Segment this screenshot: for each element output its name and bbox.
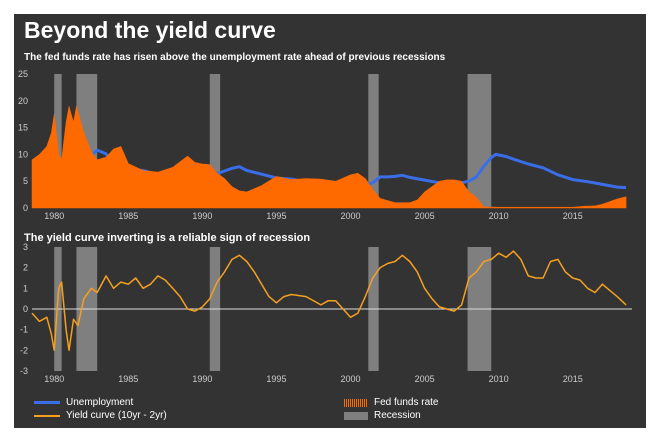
legend-label-fed-funds: Fed funds rate (374, 397, 439, 408)
legend-item-unemployment: Unemployment (34, 397, 133, 408)
top-x-tick-label: 2000 (341, 211, 361, 221)
legend: Unemployment Yield curve (10yr - 2yr) Fe… (14, 397, 646, 425)
bottom-y-tick-label: -1 (20, 325, 28, 335)
top-x-tick-label: 2010 (489, 211, 509, 221)
legend-label-recession: Recession (374, 410, 421, 421)
recession-swatch (344, 411, 368, 420)
bottom-x-tick-label: 1995 (266, 374, 286, 384)
legend-item-yield-curve: Yield curve (10yr - 2yr) (34, 410, 167, 421)
bottom-y-tick-label: 0 (23, 304, 28, 314)
fed-funds-swatch (344, 398, 368, 407)
unemployment-swatch (34, 401, 60, 404)
top-recession-bar-2 (209, 74, 221, 208)
chart-panel: 0 5 10 15 20 25 1980 1985 1990 1995 2000 2005 2010 20… (14, 14, 646, 428)
bottom-x-tick-label: 2000 (341, 374, 361, 384)
top-y-tick-label: 25 (18, 69, 28, 79)
legend-item-recession: Recession (344, 410, 421, 421)
bottom-x-tick-label: 2015 (563, 374, 583, 384)
bottom-x-tick-label: 2005 (415, 374, 435, 384)
chart-title: Beyond the yield curve (24, 17, 276, 43)
top-y-tick-label: 5 (23, 176, 28, 186)
top-x-tick-label: 2015 (563, 211, 583, 221)
yield-curve-subtitle: The yield curve inverting is a reliable … (24, 232, 311, 244)
yield-curve-10yr-2yr-line (31, 250, 627, 352)
fed-funds-rate-area (31, 106, 627, 209)
bottom-y-tick-label: -2 (20, 345, 28, 355)
top-y-tick-label: 15 (18, 123, 28, 133)
bottom-x-tick-label: 1990 (192, 374, 212, 384)
yield-curve-swatch (34, 414, 60, 417)
top-recession-bar-0 (54, 74, 62, 208)
legend-label-unemployment: Unemployment (66, 397, 134, 408)
top-x-tick-label: 2005 (415, 211, 435, 221)
top-y-tick-label: 10 (18, 149, 28, 159)
top-y-tick-label: 0 (23, 203, 28, 213)
bottom-y-tick-label: 2 (23, 263, 28, 273)
bottom-y-tick-label: 3 (23, 242, 28, 252)
top-recession-bar-3 (368, 74, 379, 208)
top-x-tick-label: 1985 (118, 211, 138, 221)
top-recession-bar-4 (467, 74, 492, 208)
top-x-tick-label: 1995 (266, 211, 286, 221)
top-y-tick-label: 20 (18, 96, 28, 106)
bottom-y-tick-label: 1 (23, 283, 28, 293)
top-x-tick-label: 1990 (192, 211, 212, 221)
bottom-x-tick-label: 1980 (44, 374, 64, 384)
top-x-tick-label: 1980 (44, 211, 64, 221)
chart-subtitle: The fed funds rate has risen above the u… (24, 52, 446, 63)
bottom-x-tick-label: 2010 (489, 374, 509, 384)
bottom-x-tick-label: 1985 (118, 374, 138, 384)
legend-item-fed-funds: Fed funds rate (344, 397, 438, 408)
bottom-y-tick-label: -3 (20, 366, 28, 376)
legend-label-yield-curve: Yield curve (10yr - 2yr) (66, 410, 167, 421)
